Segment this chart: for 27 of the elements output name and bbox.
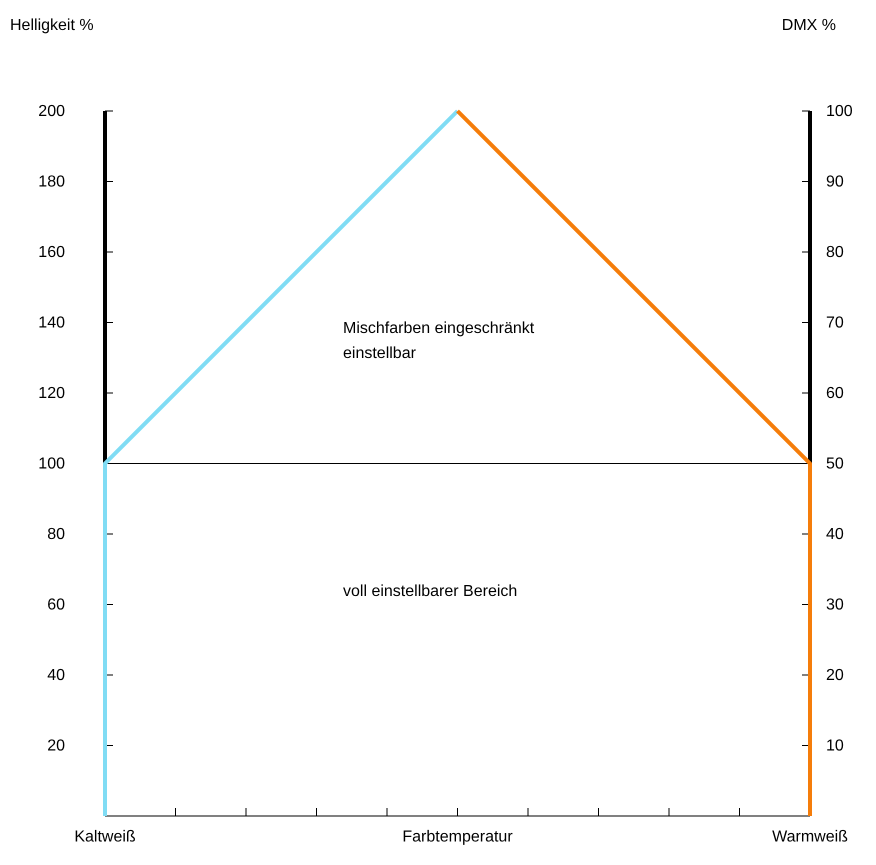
y2-tick-label: 70: [826, 314, 844, 332]
y-axis-title: Helligkeit %: [10, 17, 94, 34]
x-tick-label: Farbtemperatur: [402, 828, 514, 846]
y2-tick-label: 20: [826, 667, 844, 684]
y-tick-label: 40: [47, 667, 66, 684]
y-tick-label: 20: [47, 738, 66, 755]
y-tick-label: 60: [47, 596, 66, 614]
y2-axis-title: DMX %: [782, 17, 836, 34]
x-tick-label: Kaltweiß: [74, 828, 136, 846]
y-tick-label: 120: [38, 385, 66, 402]
y2-tick-label: 60: [826, 385, 844, 402]
y-tick-label: 200: [38, 103, 66, 120]
y2-tick-label: 80: [826, 244, 844, 262]
y-tick-label: 100: [38, 456, 66, 473]
y2-tick-label: 50: [826, 456, 844, 473]
y2-tick-label: 40: [826, 526, 844, 544]
y-tick-label: 160: [38, 244, 66, 262]
y-tick-label: 140: [38, 314, 66, 332]
y2-tick-label: 90: [826, 174, 844, 191]
y2-tick-label: 10: [826, 738, 844, 755]
annotation: Mischfarben eingeschränkt einstellbar: [343, 320, 535, 362]
annotation: voll einstellbarer Bereich: [343, 583, 518, 600]
y-tick-label: 180: [38, 174, 66, 191]
y-tick-label: 80: [47, 526, 66, 544]
y2-tick-label: 100: [826, 103, 853, 120]
y2-tick-label: 30: [826, 596, 844, 614]
x-tick-label: Warmweiß: [772, 828, 848, 846]
